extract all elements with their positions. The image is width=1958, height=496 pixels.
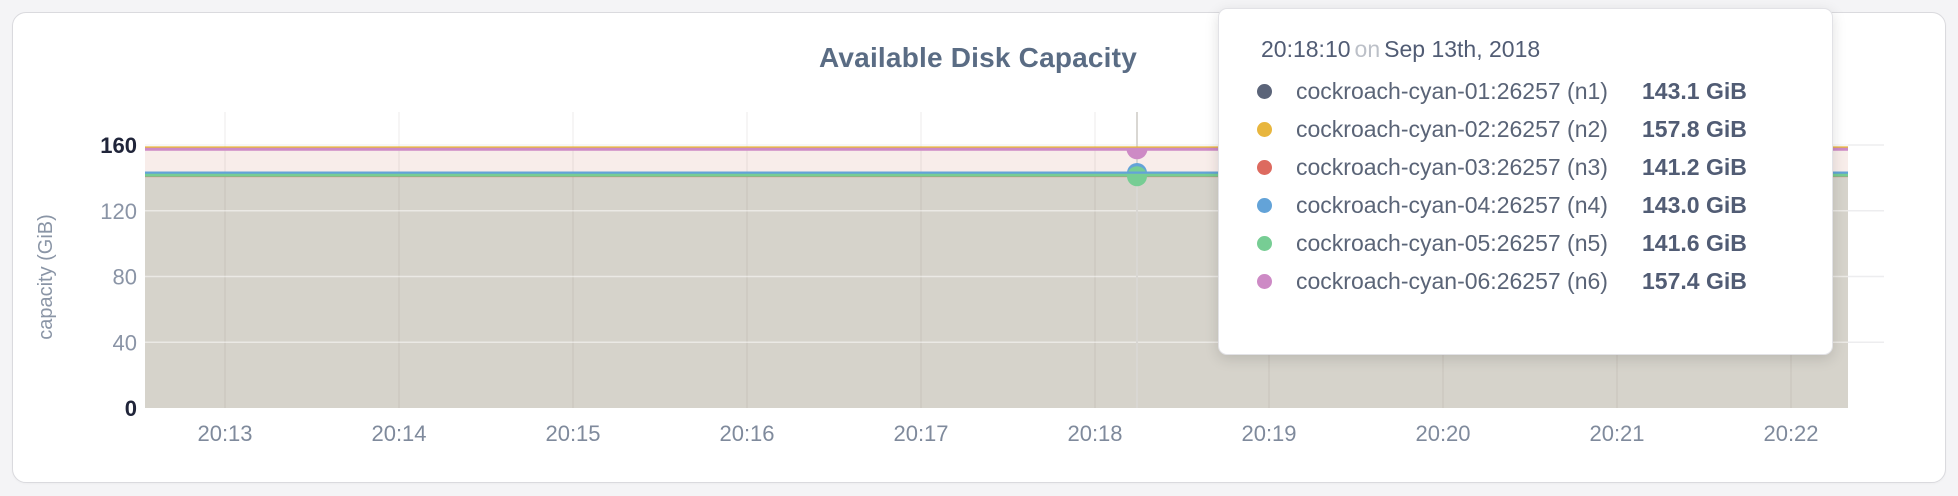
x-tick-label: 20:20: [1415, 421, 1470, 446]
series-dot-icon: [1257, 83, 1272, 99]
y-tick-label: 80: [113, 265, 137, 290]
y-tick-label: 0: [125, 396, 137, 421]
x-tick-label: 20:19: [1241, 421, 1296, 446]
chart-title: Available Disk Capacity: [819, 42, 1137, 73]
legend-row: cockroach-cyan-04:26257 (n4) 143.0 GiB: [1257, 186, 1792, 224]
series-dot-icon: [1257, 235, 1272, 251]
series-name: cockroach-cyan-01:26257 (n1): [1296, 77, 1608, 104]
series-dot-icon: [1257, 159, 1272, 175]
y-axis-label: capacity (GiB): [35, 214, 57, 340]
x-tick-label: 20:15: [545, 421, 600, 446]
x-tick-label: 20:16: [719, 421, 774, 446]
series-dot-icon: [1257, 273, 1272, 289]
y-tick-label: 120: [100, 199, 137, 224]
legend-row: cockroach-cyan-01:26257 (n1) 143.1 GiB: [1257, 72, 1792, 110]
series-value: 141.2 GiB: [1642, 153, 1747, 180]
series-name: cockroach-cyan-03:26257 (n3): [1296, 153, 1608, 180]
legend-row: cockroach-cyan-03:26257 (n3) 141.2 GiB: [1257, 148, 1792, 186]
legend-row: cockroach-cyan-02:26257 (n2) 157.8 GiB: [1257, 110, 1792, 148]
series-name: cockroach-cyan-02:26257 (n2): [1296, 115, 1608, 142]
tooltip-conj: on: [1354, 36, 1381, 62]
x-tick-label: 20:14: [371, 421, 426, 446]
series-dot-icon: [1257, 197, 1272, 213]
series-value: 143.1 GiB: [1642, 77, 1747, 104]
hover-marker: [1126, 148, 1148, 160]
series-name: cockroach-cyan-05:26257 (n5): [1296, 229, 1608, 256]
series-dot-icon: [1257, 121, 1272, 137]
x-tick-label: 20:22: [1763, 421, 1818, 446]
x-tick-label: 20:17: [893, 421, 948, 446]
legend-row: cockroach-cyan-06:26257 (n6) 157.4 GiB: [1257, 262, 1792, 300]
tooltip-date: Sep 13th, 2018: [1384, 36, 1541, 62]
tooltip-legend: cockroach-cyan-01:26257 (n1) 143.1 GiB coc…: [1257, 72, 1792, 300]
y-tick-label: 160: [100, 133, 137, 158]
series-value: 157.8 GiB: [1642, 115, 1747, 142]
tooltip-time: 20:18:10: [1261, 36, 1351, 62]
tooltip-timestamp: 20:18:10 on Sep 13th, 2018: [1261, 36, 1792, 63]
series-value: 157.4 GiB: [1642, 267, 1747, 294]
y-tick-label: 40: [113, 330, 137, 355]
series-name: cockroach-cyan-04:26257 (n4): [1296, 191, 1608, 218]
legend-row: cockroach-cyan-05:26257 (n5) 141.6 GiB: [1257, 224, 1792, 262]
series-name: cockroach-cyan-06:26257 (n6): [1296, 267, 1608, 294]
series-value: 143.0 GiB: [1642, 191, 1747, 218]
series-value: 141.6 GiB: [1642, 229, 1747, 256]
hover-tooltip: 20:18:10 on Sep 13th, 2018 cockroach-cyan-…: [1218, 8, 1833, 355]
x-tick-label: 20:21: [1589, 421, 1644, 446]
x-tick-label: 20:18: [1067, 421, 1122, 446]
x-tick-label: 20:13: [197, 421, 252, 446]
